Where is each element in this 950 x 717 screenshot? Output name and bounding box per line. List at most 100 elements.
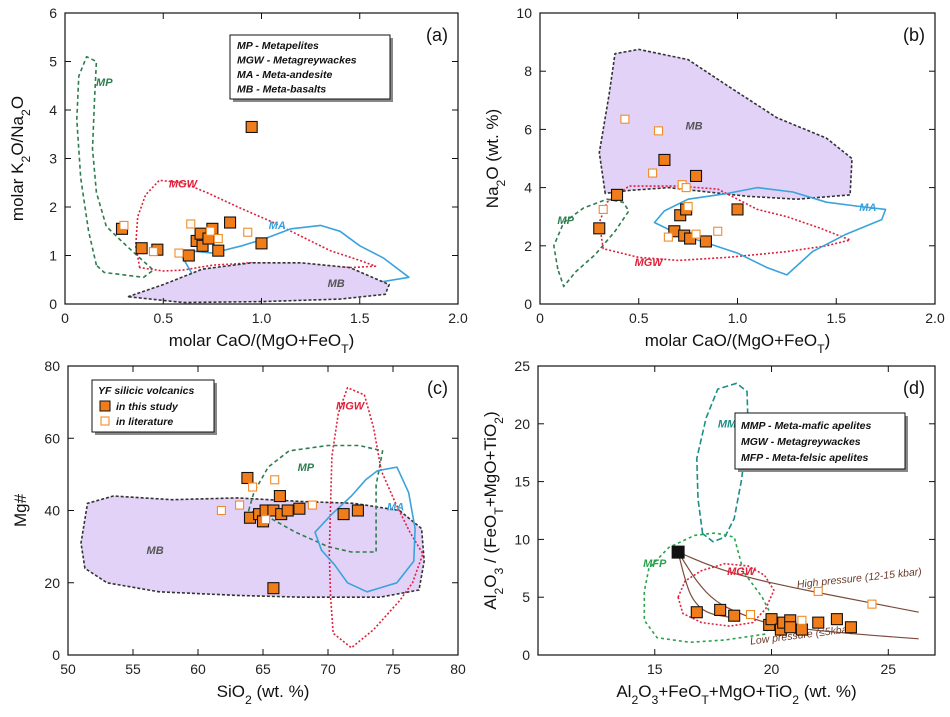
legend-entry: in literature	[116, 416, 173, 428]
field-mgw	[328, 386, 424, 649]
data-point-literature	[243, 227, 253, 237]
data-point-start	[671, 545, 685, 559]
y-axis-label: Na2O (wt. %)	[483, 109, 508, 208]
x-tick-label: 2.0	[925, 310, 945, 326]
y-tick-label: 0	[522, 647, 530, 663]
field-group	[80, 386, 425, 649]
panel-label: (b)	[903, 25, 925, 45]
data-point-study	[610, 188, 624, 201]
series-in-literature	[216, 475, 317, 525]
data-point-study	[182, 249, 195, 262]
field-mfp	[643, 532, 775, 644]
legend-marker-study	[99, 400, 111, 412]
field-ma	[314, 466, 416, 593]
data-point-study	[844, 621, 857, 634]
legend-entry: MP - Metapelites	[237, 40, 319, 52]
y-tick-label: 60	[44, 430, 60, 446]
y-axis-label: Al2O3 / (FeOT+MgO+TiO2)	[481, 411, 506, 609]
y-axis-label: Mg#	[11, 493, 30, 527]
data-point-literature	[235, 500, 245, 510]
data-point-literature	[691, 229, 701, 239]
legend: MMP - Meta-mafic apelites MGW - Metagreyw…	[734, 412, 908, 472]
x-tick-label: 15	[647, 661, 663, 677]
data-point-study	[337, 508, 350, 521]
panel-b: MB MP MGW MA 0 0.5 1.0 1.5 2.0 0 2 4 6 8 10 molar CaO/(…	[483, 5, 945, 356]
field-mb	[598, 48, 853, 200]
field-label-mb: MB	[147, 545, 164, 557]
data-point-literature	[119, 220, 129, 230]
x-tick-label: 0.5	[629, 310, 649, 326]
data-point-study	[351, 504, 364, 517]
data-point-study	[135, 242, 148, 255]
data-point-literature	[813, 586, 823, 596]
data-point-study	[728, 609, 741, 622]
y-tick-label: 20	[514, 416, 530, 432]
legend-entry: MB - Meta-basalts	[237, 84, 326, 96]
y-tick-label: 2	[524, 238, 532, 254]
y-tick-label: 25	[514, 358, 530, 374]
field-label-mp: MP	[557, 215, 574, 227]
data-point-literature	[248, 482, 258, 492]
field-label-ma: MA	[859, 202, 876, 214]
data-point-literature	[205, 226, 215, 236]
x-tick-label: 70	[320, 661, 336, 677]
panel-c: MGW MP MA MB 50 55 60 65 70 75 80 0 20 40 60 80 SiO2 (wt…	[11, 358, 466, 707]
data-point-literature	[598, 204, 608, 214]
data-point-literature	[148, 247, 158, 257]
data-point-study	[593, 222, 606, 235]
data-point-study	[241, 471, 254, 485]
data-point-literature	[653, 126, 664, 136]
x-tick-label: 1.5	[827, 310, 847, 326]
field-mp	[247, 444, 384, 553]
x-tick-label: 20	[764, 661, 780, 677]
x-tick-label: 0.5	[154, 310, 174, 326]
field-label-mb: MB	[685, 120, 702, 132]
y-tick-label: 6	[49, 5, 57, 21]
plot-frame	[537, 365, 936, 656]
y-tick-label: 10	[516, 5, 532, 21]
field-mb	[80, 495, 425, 598]
legend: YF silicic volcanics in this study in lite…	[91, 379, 217, 435]
y-tick-label: 5	[522, 589, 530, 605]
y-tick-label: 4	[49, 102, 57, 118]
series-in-literature	[119, 219, 253, 258]
field-label-mgw: MGW	[727, 566, 757, 578]
data-point-literature	[307, 500, 317, 510]
legend-box	[91, 379, 215, 433]
panel-d: High pressure (12-15 kbar)Low pressure (…	[481, 358, 936, 707]
y-tick-label: 15	[514, 474, 530, 490]
legend-entry: MMP - Meta-mafic apelites	[741, 420, 871, 432]
field-mb	[127, 262, 390, 304]
field-label-mfp: MFP	[643, 558, 667, 570]
data-point-study	[784, 621, 797, 634]
pressure-curve	[677, 551, 919, 613]
y-tick-label: 3	[49, 151, 57, 167]
data-point-study	[245, 120, 258, 134]
legend-entry: MFP - Meta-felsic apelites	[741, 452, 869, 464]
legend-entry: in this study	[116, 401, 179, 413]
data-point-study	[714, 603, 727, 616]
data-point-study	[281, 504, 294, 517]
data-point-literature	[620, 114, 630, 124]
pressure-curve	[677, 551, 919, 640]
field-label-ma: MA	[269, 220, 286, 232]
field-label-mp: MP	[96, 77, 113, 89]
series-in-literature	[745, 586, 877, 625]
data-point-study	[293, 502, 306, 515]
x-axis-label: molar CaO/(MgO+FeOT)	[645, 331, 831, 356]
x-tick-label: 1.0	[252, 310, 272, 326]
data-point-literature	[174, 248, 184, 258]
data-point-study	[689, 169, 703, 183]
legend-marker-literature	[100, 416, 110, 426]
legend-entry: MGW - Metagreywackes	[741, 436, 861, 448]
legend-entry: MA - Meta-andesite	[237, 69, 332, 81]
pressure-curve	[677, 551, 735, 619]
y-tick-label: 4	[524, 180, 532, 196]
x-tick-label: 65	[255, 661, 271, 677]
field-ma	[653, 186, 887, 276]
field-mp	[76, 55, 155, 279]
field-mp	[553, 198, 630, 288]
y-tick-label: 10	[514, 531, 530, 547]
series-in-this-study	[241, 471, 364, 595]
